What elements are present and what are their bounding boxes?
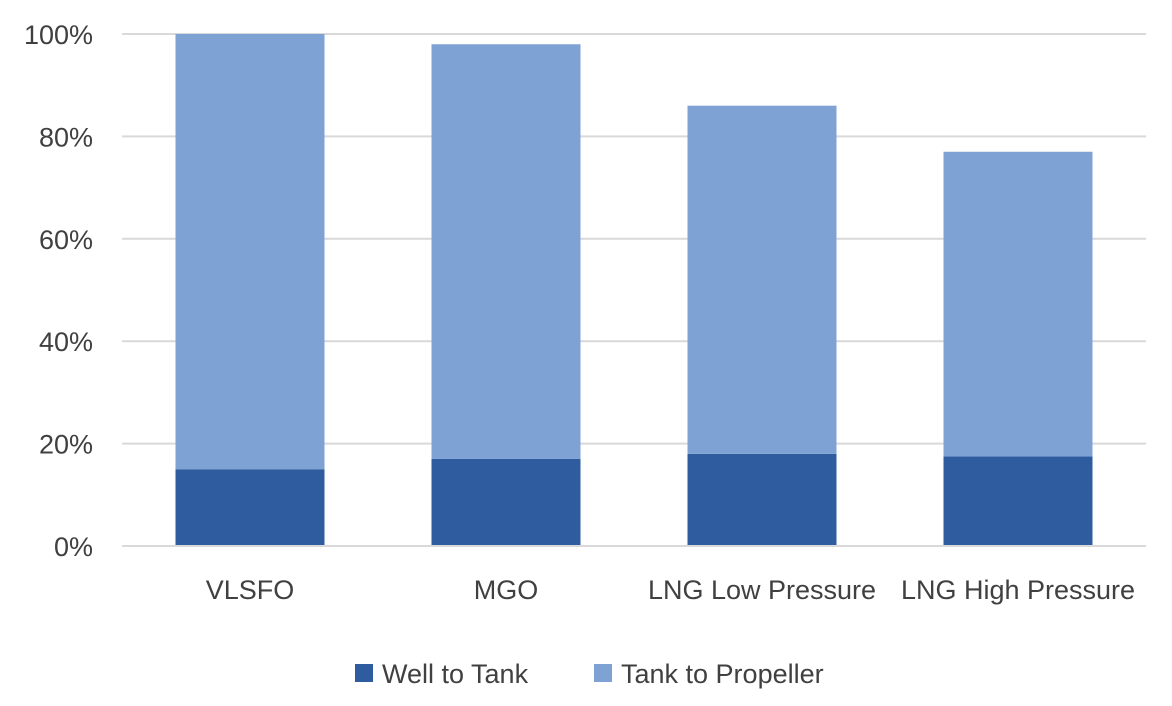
x-category-label: VLSFO <box>206 575 295 605</box>
bars <box>175 34 1093 546</box>
y-tick-label: 40% <box>39 327 93 357</box>
y-tick-label: 100% <box>24 20 93 50</box>
x-category-label: LNG High Pressure <box>901 575 1135 605</box>
bar-tank-to-propeller-mgo <box>431 44 581 459</box>
legend: Well to Tank Tank to Propeller <box>355 659 824 689</box>
bar-well-to-tank-lng-low-pressure <box>687 453 837 546</box>
bar-tank-to-propeller-vlsfo <box>175 34 325 470</box>
legend-label-well-to-tank: Well to Tank <box>382 659 529 689</box>
bar-well-to-tank-lng-high-pressure <box>943 456 1093 546</box>
legend-label-tank-to-propeller: Tank to Propeller <box>621 659 824 689</box>
y-axis-tick-labels: 0% 20% 40% 60% 80% 100% <box>24 20 93 562</box>
y-tick-label: 80% <box>39 122 93 152</box>
y-tick-label: 20% <box>39 430 93 460</box>
y-tick-label: 0% <box>54 532 93 562</box>
bar-tank-to-propeller-lng-low-pressure <box>687 105 837 454</box>
legend-swatch-well-to-tank <box>355 664 373 682</box>
y-tick-label: 60% <box>39 225 93 255</box>
bar-well-to-tank-vlsfo <box>175 469 325 546</box>
x-category-label: MGO <box>474 575 539 605</box>
bar-tank-to-propeller-lng-high-pressure <box>943 151 1093 457</box>
x-axis-category-labels: VLSFO MGO LNG Low Pressure LNG High Pressur… <box>206 575 1135 605</box>
bar-well-to-tank-mgo <box>431 458 581 546</box>
legend-swatch-tank-to-propeller <box>594 664 612 682</box>
x-category-label: LNG Low Pressure <box>648 575 876 605</box>
